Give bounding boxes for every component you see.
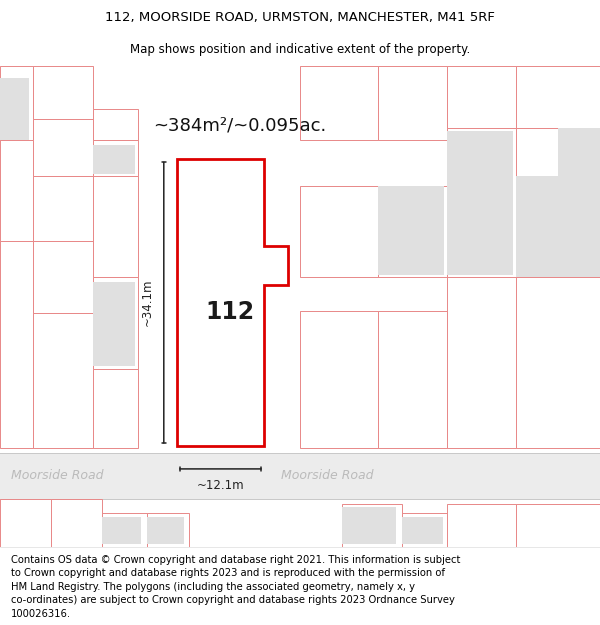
Bar [93,176,138,278]
Bar [402,513,447,547]
Bar [300,186,378,278]
Bar [447,131,513,275]
Polygon shape [177,159,288,446]
Bar [342,507,396,544]
Bar [33,119,93,176]
Bar [447,66,516,128]
Bar [0,78,29,140]
Bar [378,186,444,275]
Bar [33,314,93,448]
Bar [93,278,138,369]
Bar [0,499,51,547]
Bar [147,516,184,544]
Bar [93,282,135,366]
Bar [300,66,378,140]
Bar [33,176,93,241]
Text: ~34.1m: ~34.1m [140,279,154,326]
Bar [0,241,33,448]
Bar [51,499,102,547]
Bar [378,311,447,448]
Bar [378,186,447,278]
Bar [0,66,33,140]
Bar [516,278,600,448]
Text: Moorside Road: Moorside Road [281,469,373,482]
Bar [516,504,600,547]
Bar [516,66,600,128]
Text: 112, MOORSIDE ROAD, URMSTON, MANCHESTER, M41 5RF: 112, MOORSIDE ROAD, URMSTON, MANCHESTER,… [105,11,495,24]
Polygon shape [516,128,600,278]
Bar [102,516,141,544]
Bar [93,140,138,176]
Bar [447,128,516,278]
Bar [93,369,138,448]
Text: 112: 112 [205,300,254,324]
Bar [447,504,516,547]
Bar [300,311,378,448]
Text: ~12.1m: ~12.1m [197,479,244,492]
Bar [147,513,189,547]
Bar [342,504,402,547]
Bar [447,278,516,448]
Bar [33,66,93,119]
Bar [402,516,443,544]
Text: Contains OS data © Crown copyright and database right 2021. This information is : Contains OS data © Crown copyright and d… [11,555,460,619]
Text: Map shows position and indicative extent of the property.: Map shows position and indicative extent… [130,42,470,56]
Bar [33,241,93,314]
Bar [516,128,600,278]
Bar [93,145,135,174]
Bar [0,140,33,241]
Bar [0,453,600,499]
Text: ~384m²/~0.095ac.: ~384m²/~0.095ac. [154,117,326,135]
Bar [93,109,138,140]
Bar [102,513,147,547]
Text: Moorside Road: Moorside Road [11,469,103,482]
Bar [378,66,447,140]
